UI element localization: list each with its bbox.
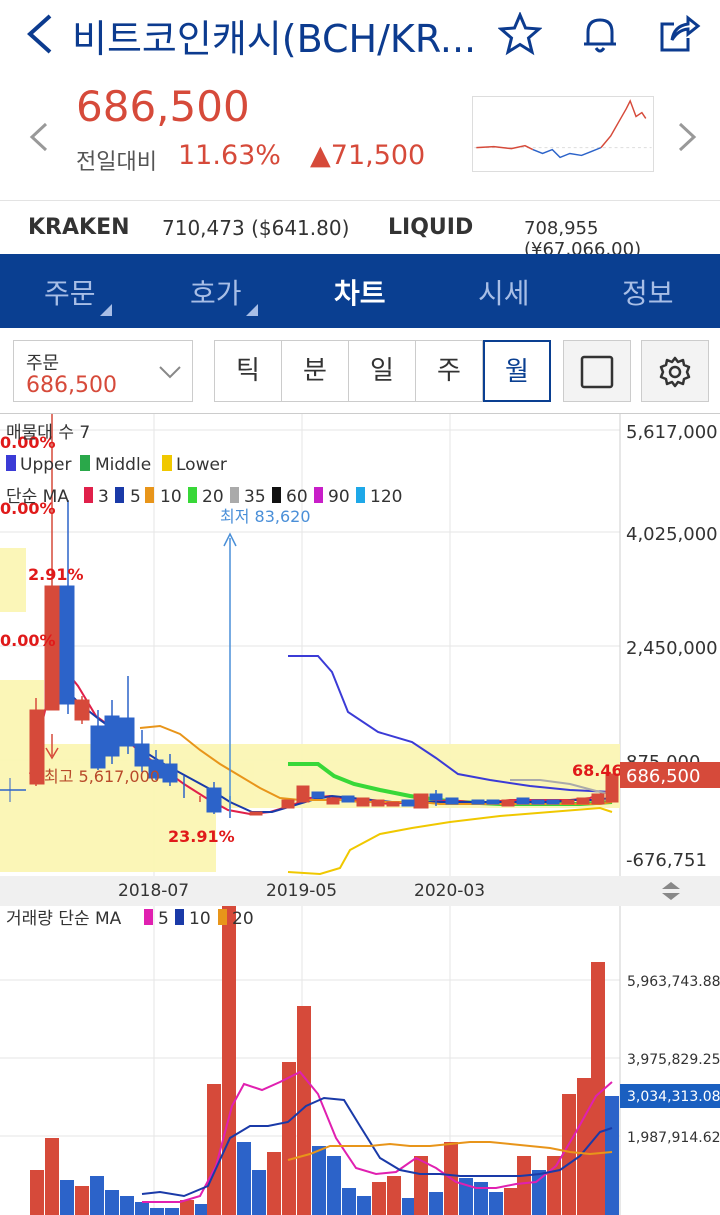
bollinger-lower-line: [287, 806, 613, 876]
star-icon[interactable]: [498, 12, 542, 56]
period-minute[interactable]: 분: [281, 340, 349, 402]
high-annotation: 최고 5,617,000: [44, 767, 160, 786]
exchange-name: LIQUID: [388, 215, 474, 240]
period-day[interactable]: 일: [348, 340, 416, 402]
legend-lower: Lower: [176, 455, 227, 475]
volume-legend: 거래량 단순 MA 5 10 20: [6, 909, 254, 929]
volume-profile-label: 매물대 수 7: [6, 423, 90, 443]
main-tabs: 주문 호가 차트 시세 정보: [0, 254, 720, 328]
chart-toolbar: 주문 686,500 틱 분 일 주 월: [0, 328, 720, 414]
x-tick-label: 2020-03: [414, 881, 485, 901]
volume-legend-10: 10: [189, 909, 211, 929]
ma-legend-90: 90: [328, 487, 350, 507]
chart-settings-button[interactable]: [641, 340, 709, 402]
price-y-axis: 5,617,000 4,025,000 2,450,000 875,000 -6…: [626, 422, 718, 871]
bell-icon[interactable]: [578, 12, 622, 56]
current-price-tag: 686,500: [626, 766, 700, 787]
current-price: 686,500: [76, 82, 250, 131]
tab-info[interactable]: 정보: [622, 277, 674, 310]
chevron-right-icon[interactable]: [676, 122, 698, 152]
bollinger-upper-line: [288, 655, 613, 793]
order-select[interactable]: 주문 686,500: [13, 340, 193, 402]
percent-label: 2.91%: [28, 565, 84, 584]
legend-middle: Middle: [95, 455, 151, 475]
x-axis: 2018-07 2019-05 2020-03: [118, 881, 485, 901]
page-title: 비트코인캐시(BCH/KR...: [72, 17, 477, 61]
volume-current-tag: 3,034,313.085: [627, 1089, 720, 1105]
ma-legend-label: 단순 MA: [6, 487, 69, 507]
change-amount: ▲71,500: [310, 140, 426, 171]
x-axis-bar: 2018-07 2019-05 2020-03: [0, 876, 720, 906]
vol-y-tick-label: 1,987,914.628: [627, 1130, 720, 1146]
share-icon[interactable]: [658, 12, 702, 56]
volume-ma-10-line: [141, 1096, 613, 1198]
ma-legend-10: 10: [160, 487, 182, 507]
percent-label: 0.00%: [0, 433, 56, 452]
current-price-tag-bg: [620, 762, 720, 788]
percent-label: 23.91%: [168, 827, 235, 846]
ma-35-line: [510, 779, 613, 795]
chevron-left-icon[interactable]: [28, 122, 50, 152]
ma-legend-5: 5: [130, 487, 141, 507]
legend-upper: Upper: [20, 455, 71, 475]
draw-tool-button[interactable]: [563, 340, 631, 402]
volume-ma-5-line: [142, 1070, 613, 1203]
candles: [0, 414, 619, 818]
vol-y-tick-label: 3,975,829.257: [627, 1052, 720, 1068]
y-tick-label: 2,450,000: [626, 638, 718, 659]
tab-order[interactable]: 주문: [44, 272, 112, 316]
exchange-name: KRAKEN: [28, 215, 130, 240]
ma-legend-20: 20: [202, 487, 224, 507]
high-annotation-arrowhead: [45, 747, 59, 760]
percent-label: 0.00%: [0, 631, 56, 650]
period-tick[interactable]: 틱: [214, 340, 282, 402]
ma-legend: 단순 MA 3 5 10 20 35 60 90 120: [6, 487, 402, 507]
volume-legend-5: 5: [158, 909, 169, 929]
ma-legend-35: 35: [244, 487, 266, 507]
period-week[interactable]: 주: [415, 340, 483, 402]
chevron-left-icon[interactable]: [22, 12, 58, 56]
exchange-value: 710,473 ($641.80): [162, 216, 350, 240]
top-header: 비트코인캐시(BCH/KR...: [0, 0, 720, 72]
volume-current-tag-bg: [620, 1084, 720, 1108]
tab-orderbook[interactable]: 호가: [190, 272, 258, 316]
ma-legend-3: 3: [98, 487, 109, 507]
vol-y-tick-label: 5,963,743.885: [627, 974, 720, 990]
volume-y-axis: 5,963,743.885 3,975,829.257 1,987,914.62…: [627, 974, 720, 1146]
y-tick-label: -676,751: [626, 850, 707, 871]
volume-ma-20-line: [287, 1141, 613, 1161]
price-chart[interactable]: 최저 83,620 최고 5,617,000 0.00% 0.00% 2.91%…: [0, 414, 720, 876]
x-tick-label: 2018-07: [118, 881, 189, 901]
resize-handle-icon[interactable]: [660, 880, 682, 902]
y-tick-label: 5,617,000: [626, 422, 718, 443]
tab-market[interactable]: 시세: [478, 277, 530, 310]
square-icon: [580, 355, 614, 389]
percent-label: 0.00%: [0, 499, 56, 518]
volume-chart[interactable]: 거래량 단순 MA 5 10 20 5,963,743.885 3,975,82…: [0, 906, 720, 1215]
ma-legend-120: 120: [370, 487, 402, 507]
order-select-value: 686,500: [26, 373, 117, 398]
tab-chart[interactable]: 차트: [334, 277, 386, 310]
ma-legend-60: 60: [286, 487, 308, 507]
volume-bars: [30, 906, 619, 1215]
order-select-label: 주문: [26, 353, 60, 374]
change-percent: 11.63%: [178, 140, 281, 171]
mini-price-chart[interactable]: [472, 96, 654, 172]
prev-day-label: 전일대비: [76, 150, 157, 175]
exchange-prices: KRAKEN 710,473 ($641.80) LIQUID 708,955 …: [0, 200, 720, 260]
period-month[interactable]: 월: [483, 340, 551, 402]
gear-icon: [659, 356, 691, 388]
volume-legend-label: 거래량 단순 MA: [6, 909, 122, 929]
chevron-down-icon: [159, 366, 181, 379]
percent-label: 68.46: [572, 761, 623, 780]
volume-legend-20: 20: [232, 909, 254, 929]
y-tick-label: 4,025,000: [626, 524, 718, 545]
x-tick-label: 2019-05: [266, 881, 337, 901]
low-annotation: 최저 83,620: [220, 507, 311, 526]
price-summary: 686,500 전일대비 11.63% ▲71,500: [0, 72, 720, 200]
bollinger-legend: Upper Middle Lower: [6, 455, 227, 475]
low-annotation-arrowhead: [223, 532, 237, 547]
